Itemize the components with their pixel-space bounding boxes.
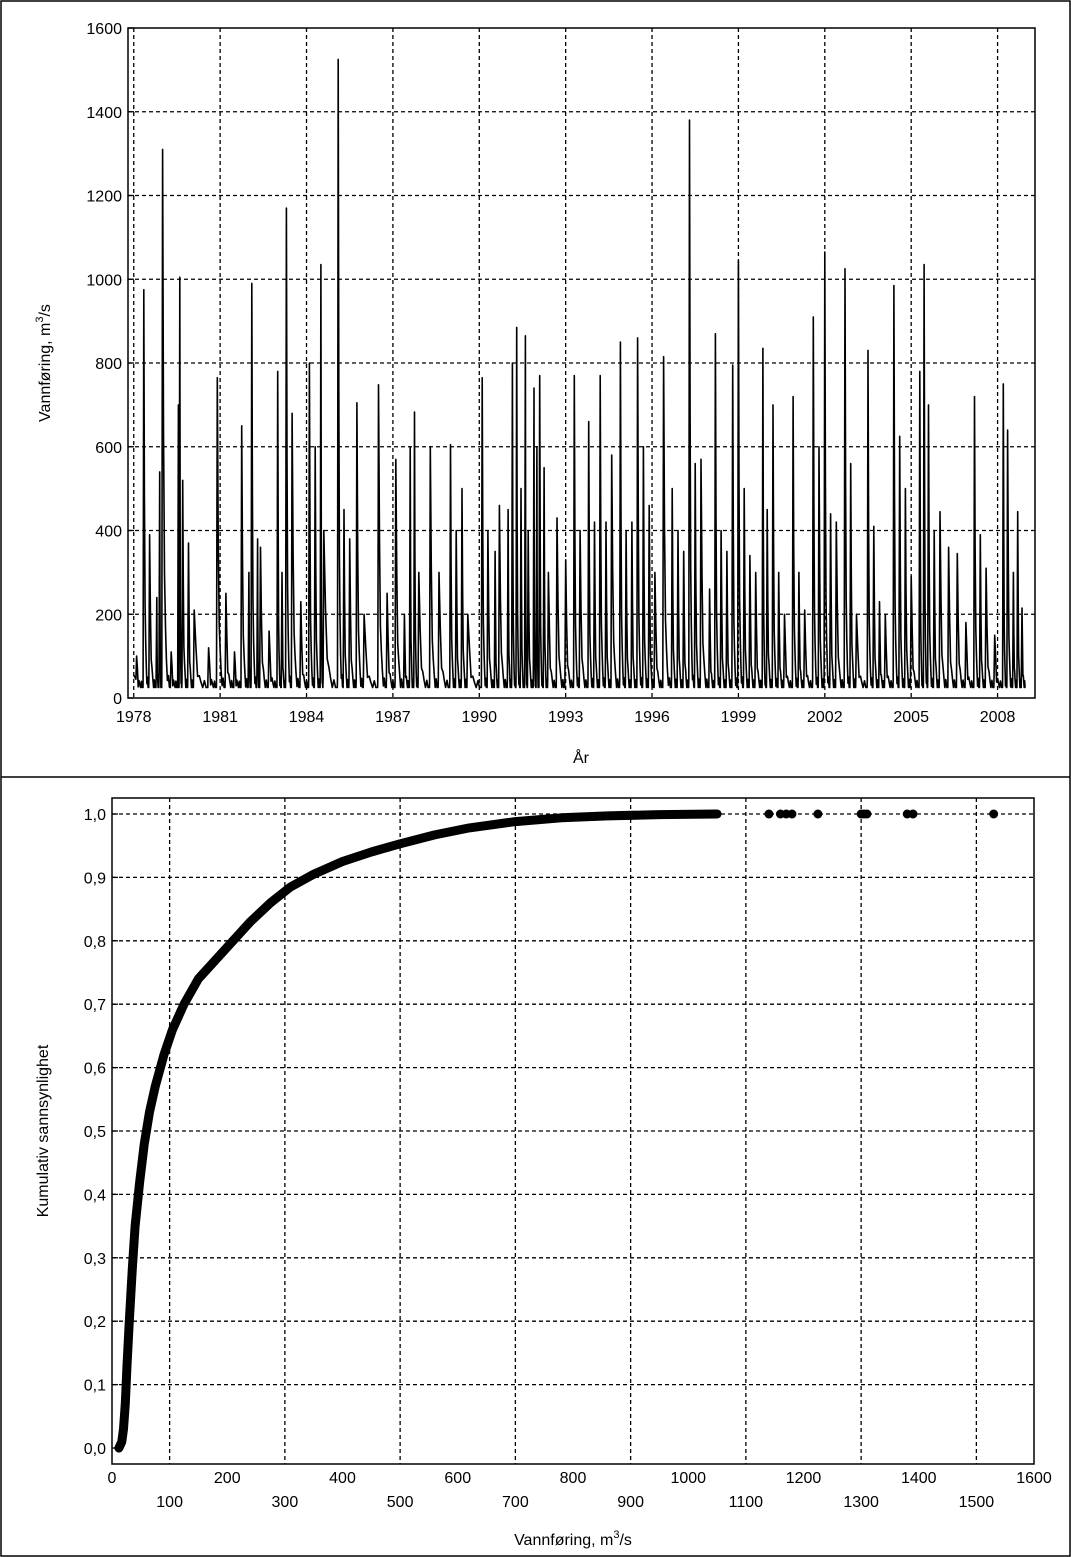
cdf-x-ticks: 0 200 400 600 800 1000 1200 1400 1600 100 300 500 70… (108, 1470, 1052, 1511)
cdf-x-tick-label-upper: 1200 (786, 1470, 822, 1487)
cdf-y-tick-label: 0,8 (84, 934, 106, 951)
cdf-y-tick-label: 0,1 (84, 1378, 106, 1395)
cdf-y-tick-label: 0,4 (84, 1187, 106, 1204)
time-series-x-label: År (573, 748, 590, 767)
time-series-x-tick-label: 1981 (202, 709, 238, 726)
cdf-y-tick-label: 0,0 (84, 1441, 106, 1458)
cdf-x-tick-label-lower: 700 (502, 1494, 529, 1511)
cdf-y-tick-label: 0,3 (84, 1251, 106, 1268)
time-series-y-label: Vannføring, m3/s (34, 304, 54, 422)
cdf-x-tick-label-upper: 800 (560, 1470, 587, 1487)
cdf-y-tick-label: 0,7 (84, 997, 106, 1014)
cdf-x-label-main: Vannføring, m (514, 1532, 613, 1549)
time-series-y-label-main: Vannføring, m (37, 323, 54, 422)
time-series-x-tick-label: 1987 (375, 709, 411, 726)
cdf-curve (114, 809, 722, 1453)
cdf-y-tick-label: 0,2 (84, 1314, 106, 1331)
time-series-y-tick-label: 600 (95, 440, 122, 457)
cdf-x-tick-label-lower: 900 (617, 1494, 644, 1511)
time-series-y-tick-label: 1000 (86, 272, 122, 289)
time-series-x-tick-label: 1978 (116, 709, 152, 726)
time-series-x-tick-label: 2008 (980, 709, 1016, 726)
time-series-y-ticks: 0 200 400 600 800 1000 1200 1400 1600 (86, 21, 134, 708)
cdf-x-tick-label-upper: 1600 (1016, 1470, 1052, 1487)
cdf-x-tick-label-upper: 1000 (670, 1470, 706, 1487)
time-series-y-tick-label: 0 (113, 691, 122, 708)
time-series-x-ticks: 1978 1981 1984 1987 1990 1993 1996 1999 2002 2005… (116, 709, 1016, 726)
time-series-x-tick-label: 2005 (893, 709, 929, 726)
time-series-x-tick-label: 1990 (461, 709, 497, 726)
cdf-panel: 0,0 0,1 0,2 0,3 0,4 0,5 0,6 0,7 0,8 0,9 1,0 0 200 40… (35, 797, 1052, 1549)
time-series-y-tick-label: 1600 (86, 21, 122, 38)
time-series-x-tick-label: 1999 (721, 709, 757, 726)
cdf-x-tick-label-lower: 1500 (959, 1494, 995, 1511)
cdf-y-tick-label: 0,9 (84, 870, 106, 887)
time-series-x-tick-label: 1984 (289, 709, 325, 726)
cdf-x-tick-label-upper: 0 (108, 1470, 117, 1487)
time-series-y-tick-label: 1200 (86, 189, 122, 206)
time-series-x-tick-label: 2002 (807, 709, 843, 726)
cdf-outlier-point (813, 809, 823, 819)
cdf-x-tick-label-upper: 600 (444, 1470, 471, 1487)
cdf-x-label-end: /s (619, 1532, 631, 1549)
cdf-outlier-point (764, 809, 774, 819)
time-series-y-label-sup: 3 (34, 317, 46, 323)
cdf-y-tick-label: 0,5 (84, 1124, 106, 1141)
time-series-y-tick-label: 1400 (86, 105, 122, 122)
cdf-x-tick-label-lower: 1100 (729, 1494, 764, 1511)
time-series-y-label-end: /s (37, 304, 54, 316)
cdf-outlier-point (787, 809, 797, 819)
cdf-x-tick-label-lower: 1300 (843, 1494, 879, 1511)
time-series-x-tick-label: 1996 (634, 709, 670, 726)
cdf-outlier-point (862, 809, 872, 819)
cdf-x-tick-label-lower: 100 (156, 1494, 183, 1511)
cdf-x-label-sup: 3 (613, 1529, 619, 1541)
cdf-y-tick-label: 1,0 (84, 807, 106, 824)
cdf-frame (111, 797, 1035, 1465)
time-series-line (133, 58, 1026, 689)
cdf-grid (112, 798, 1034, 1464)
cdf-y-ticks: 0,0 0,1 0,2 0,3 0,4 0,5 0,6 0,7 0,8 0,9 1,0 (84, 807, 118, 1458)
cdf-x-tick-label-lower: 500 (387, 1494, 414, 1511)
cdf-outlier-point (908, 809, 918, 819)
cdf-y-tick-label: 0,6 (84, 1061, 106, 1078)
cdf-x-tick-label-upper: 400 (329, 1470, 356, 1487)
cdf-outliers (764, 809, 999, 819)
time-series-x-tick-label: 1993 (548, 709, 584, 726)
cdf-x-label: Vannføring, m3/s (514, 1529, 632, 1549)
time-series-y-tick-label: 200 (95, 607, 122, 624)
time-series-y-tick-label: 800 (95, 356, 122, 373)
cdf-outlier-point (989, 809, 999, 819)
time-series-y-tick-label: 400 (95, 524, 122, 541)
cdf-x-tick-label-upper: 1400 (901, 1470, 937, 1487)
cdf-x-tick-label-lower: 300 (272, 1494, 299, 1511)
cdf-y-label: Kumulativ sannsynlighet (35, 1044, 52, 1217)
cdf-x-tick-label-upper: 200 (214, 1470, 241, 1487)
